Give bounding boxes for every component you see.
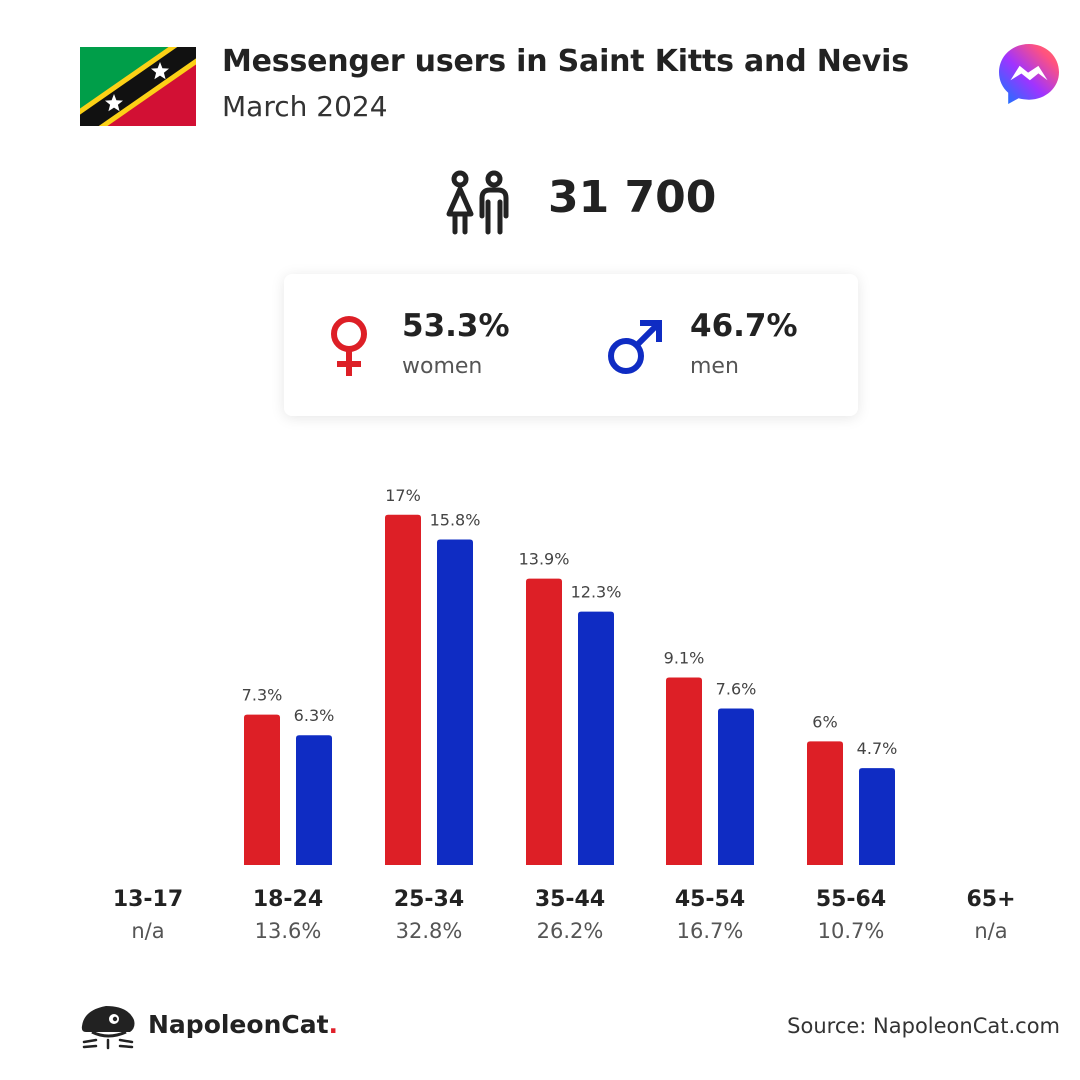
bar-label-women-55-64: 6% <box>812 712 837 731</box>
category-total-65+: n/a <box>974 919 1007 943</box>
bar-men-55-64 <box>859 768 895 865</box>
category-total-35-44: 26.2% <box>537 919 604 943</box>
men-percentage: 46.7% <box>690 308 798 344</box>
category-total-45-54: 16.7% <box>677 919 744 943</box>
bar-women-45-54 <box>666 677 702 865</box>
bar-label-men-45-54: 7.6% <box>716 679 757 698</box>
total-users-value: 31 700 <box>548 172 717 223</box>
category-total-55-64: 10.7% <box>818 919 885 943</box>
bar-label-women-45-54: 9.1% <box>664 649 705 668</box>
bar-label-men-55-64: 4.7% <box>857 739 898 758</box>
male-symbol-icon <box>608 320 662 374</box>
bar-men-18-24 <box>296 735 332 865</box>
chart-subtitle: March 2024 <box>222 90 388 123</box>
female-symbol-icon <box>331 316 367 376</box>
bar-women-18-24 <box>244 714 280 865</box>
bar-label-men-18-24: 6.3% <box>294 706 335 725</box>
gender-split-card: 53.3% women 46.7% men <box>284 274 858 416</box>
brand-name-text: NapoleonCat <box>148 1010 329 1039</box>
chart-title: Messenger users in Saint Kitts and Nevis <box>222 44 909 79</box>
people-icon <box>446 170 509 235</box>
napoleoncat-logo-icon <box>81 1006 135 1050</box>
brand-dot: . <box>328 1010 339 1039</box>
saint-kitts-and-nevis-flag-icon <box>80 47 196 126</box>
brand-name: NapoleonCat. <box>148 1010 338 1039</box>
bar-women-25-34 <box>385 514 421 865</box>
bar-label-men-35-44: 12.3% <box>571 583 622 602</box>
bar-label-women-25-34: 17% <box>385 486 421 505</box>
women-percentage: 53.3% <box>402 308 510 344</box>
category-label-55-64: 55-64 <box>816 887 886 912</box>
bar-label-women-18-24: 7.3% <box>242 686 283 705</box>
source-text: Source: NapoleonCat.com <box>787 1014 1060 1038</box>
bar-men-25-34 <box>437 539 473 865</box>
bar-men-45-54 <box>718 708 754 865</box>
bar-men-35-44 <box>578 611 614 865</box>
category-total-18-24: 13.6% <box>255 919 322 943</box>
men-label: men <box>690 354 739 379</box>
category-label-35-44: 35-44 <box>535 887 605 912</box>
category-label-18-24: 18-24 <box>253 887 323 912</box>
bar-women-55-64 <box>807 741 843 865</box>
category-total-25-34: 32.8% <box>396 919 463 943</box>
bar-women-35-44 <box>526 578 562 865</box>
category-label-65+: 65+ <box>966 887 1015 912</box>
bar-label-men-25-34: 15.8% <box>430 511 481 530</box>
women-label: women <box>402 354 483 379</box>
age-gender-bar-chart: 13-17 n/a 7.3% 6.3% 18-24 13.6% 17% 15.8% 25-34 3… <box>113 486 1016 943</box>
bar-label-women-35-44: 13.9% <box>519 550 570 569</box>
category-label-45-54: 45-54 <box>675 887 745 912</box>
category-total-13-17: n/a <box>131 919 164 943</box>
category-label-25-34: 25-34 <box>394 887 464 912</box>
category-label-13-17: 13-17 <box>113 887 183 912</box>
messenger-logo-icon <box>999 44 1059 104</box>
